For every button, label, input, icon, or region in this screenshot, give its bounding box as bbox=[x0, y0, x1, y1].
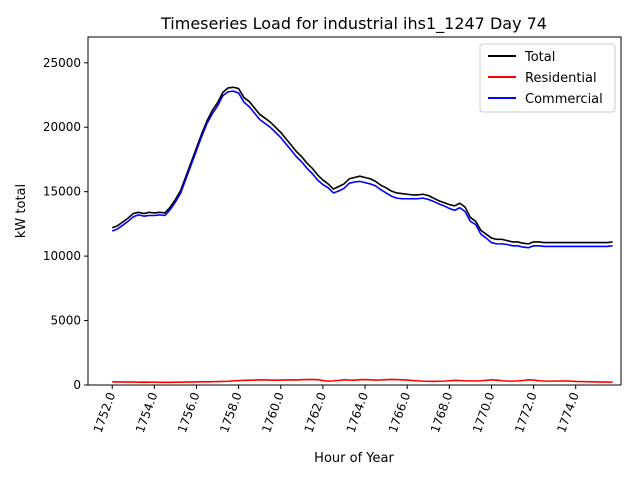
y-axis-label: kW total bbox=[14, 184, 29, 238]
y-tick-label: 5000 bbox=[50, 314, 81, 328]
x-axis-label: Hour of Year bbox=[314, 451, 394, 466]
y-tick-label: 0 bbox=[73, 378, 81, 392]
y-tick-label: 10000 bbox=[43, 249, 81, 263]
plot-frame bbox=[87, 36, 622, 386]
series-line-total bbox=[111, 86, 613, 245]
series-line-residential bbox=[112, 378, 613, 384]
y-axis-ticks: 0 5000 10000 15000 20000 25000 bbox=[43, 56, 88, 392]
chart-title: Timeseries Load for industrial ihs1_1247… bbox=[160, 14, 547, 34]
legend-box bbox=[479, 43, 616, 113]
legend: Total Residential Commercial bbox=[479, 43, 616, 113]
y-tick-label: 25000 bbox=[43, 56, 81, 70]
legend-label-commercial: Commercial bbox=[525, 92, 603, 107]
y-tick-label: 15000 bbox=[43, 185, 81, 199]
legend-label-residential: Residential bbox=[525, 71, 597, 86]
legend-label-total: Total bbox=[524, 50, 555, 65]
y-tick-label: 20000 bbox=[43, 120, 81, 134]
series-line-commercial bbox=[111, 90, 613, 249]
plot-lines bbox=[111, 86, 613, 384]
